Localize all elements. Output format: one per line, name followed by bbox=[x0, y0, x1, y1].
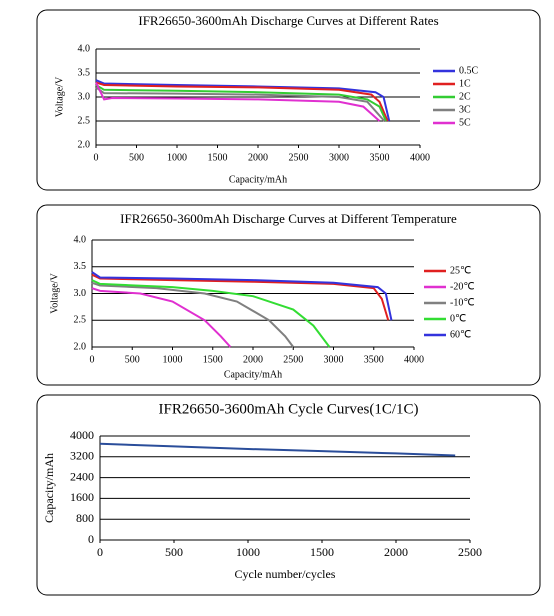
y-tick-label: 0 bbox=[88, 532, 94, 546]
y-tick-label: 3200 bbox=[70, 449, 94, 463]
x-tick-label: 2500 bbox=[289, 152, 309, 163]
series-line bbox=[91, 287, 232, 348]
legend-label: -20℃ bbox=[450, 281, 475, 292]
chart-title: IFR26650-3600mAh Discharge Curves at Dif… bbox=[138, 13, 438, 28]
legend-label: 25℃ bbox=[450, 265, 471, 276]
y-tick-label: 4000 bbox=[70, 428, 94, 442]
legend-label: 2C bbox=[459, 91, 471, 102]
y-tick-label: 2400 bbox=[70, 469, 94, 483]
y-tick-label: 4.0 bbox=[74, 234, 87, 245]
x-tick-label: 3500 bbox=[370, 152, 390, 163]
x-axis-label: Capacity/mAh bbox=[224, 369, 282, 380]
x-tick-label: 0 bbox=[94, 152, 99, 163]
series-line bbox=[99, 442, 456, 457]
legend-label: 1C bbox=[459, 78, 471, 89]
legend-label: 0℃ bbox=[450, 313, 466, 324]
x-tick-label: 1500 bbox=[203, 354, 223, 365]
x-tick-label: 1500 bbox=[208, 152, 228, 163]
y-axis-label: Voltage/V bbox=[54, 76, 65, 117]
series-line bbox=[95, 84, 387, 122]
panel-frame bbox=[36, 204, 541, 386]
y-axis-label: Voltage/V bbox=[49, 273, 60, 314]
chart-title: IFR26650-3600mAh Discharge Curves at Dif… bbox=[120, 211, 457, 226]
series-line bbox=[91, 281, 295, 348]
y-axis-label: Capacity/mAh bbox=[42, 453, 56, 523]
series-line bbox=[95, 82, 381, 122]
x-tick-label: 2000 bbox=[248, 152, 268, 163]
series-line bbox=[91, 271, 393, 321]
y-tick-label: 3.5 bbox=[78, 67, 91, 78]
series-line bbox=[95, 81, 389, 122]
x-tick-label: 3000 bbox=[329, 152, 349, 163]
x-tick-label: 500 bbox=[125, 354, 140, 365]
x-tick-label: 1500 bbox=[310, 545, 334, 559]
series-line bbox=[91, 273, 390, 321]
y-tick-label: 2.5 bbox=[74, 315, 87, 326]
y-tick-label: 1600 bbox=[70, 490, 94, 504]
x-tick-label: 0 bbox=[97, 545, 103, 559]
x-tick-label: 500 bbox=[129, 152, 144, 163]
chart-title: IFR26650-3600mAh Cycle Curves(1C/1C) bbox=[159, 401, 419, 417]
x-tick-label: 4000 bbox=[404, 354, 424, 365]
x-tick-label: 2000 bbox=[384, 545, 408, 559]
series-line bbox=[95, 86, 386, 122]
y-tick-label: 2.0 bbox=[78, 139, 91, 150]
y-tick-label: 800 bbox=[76, 511, 94, 525]
legend-label: 5C bbox=[459, 117, 471, 128]
x-axis-label: Capacity/mAh bbox=[229, 174, 287, 185]
series-line bbox=[95, 79, 391, 122]
legend-label: 3C bbox=[459, 104, 471, 115]
x-tick-label: 2500 bbox=[458, 545, 482, 559]
x-tick-label: 1000 bbox=[163, 354, 183, 365]
x-tick-label: 1000 bbox=[167, 152, 187, 163]
x-tick-label: 4000 bbox=[410, 152, 430, 163]
panel-frame bbox=[36, 394, 541, 596]
x-axis-label: Cycle number/cycles bbox=[235, 567, 336, 581]
legend-label: 60℃ bbox=[450, 329, 471, 340]
legend-label: 0.5C bbox=[459, 65, 479, 76]
x-tick-label: 1000 bbox=[236, 545, 260, 559]
y-tick-label: 2.5 bbox=[78, 115, 91, 126]
x-tick-label: 2500 bbox=[283, 354, 303, 365]
y-tick-label: 3.0 bbox=[78, 91, 91, 102]
x-tick-label: 500 bbox=[165, 545, 183, 559]
x-tick-label: 2000 bbox=[243, 354, 263, 365]
y-tick-label: 4.0 bbox=[78, 43, 91, 54]
y-tick-label: 2.0 bbox=[74, 341, 87, 352]
series-line bbox=[91, 279, 331, 348]
x-tick-label: 3000 bbox=[324, 354, 344, 365]
x-tick-label: 3500 bbox=[364, 354, 384, 365]
x-tick-label: 0 bbox=[90, 354, 95, 365]
legend-label: -10℃ bbox=[450, 297, 475, 308]
y-tick-label: 3.5 bbox=[74, 261, 87, 272]
y-tick-label: 3.0 bbox=[74, 288, 87, 299]
